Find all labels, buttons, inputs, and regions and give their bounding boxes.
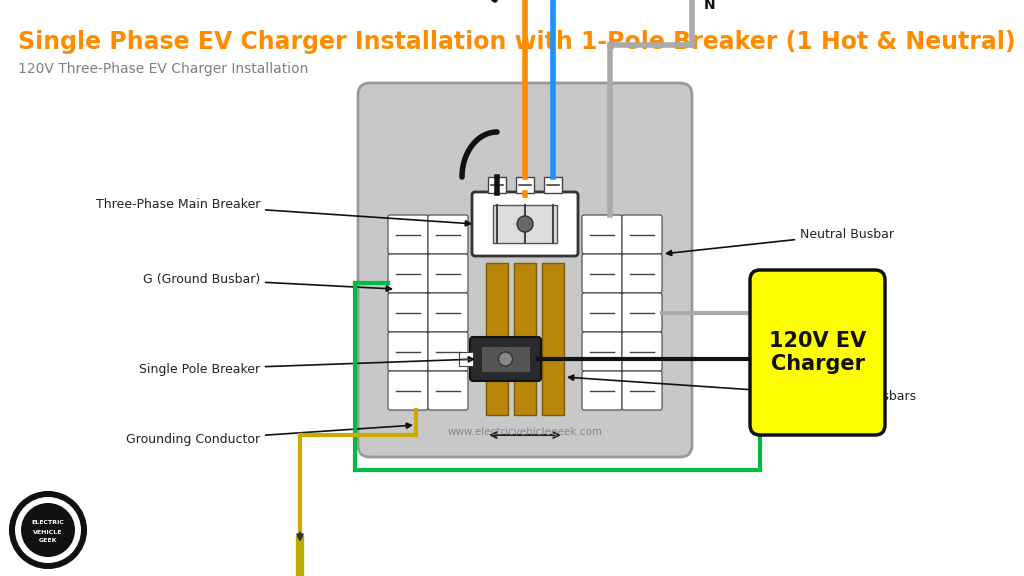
FancyBboxPatch shape [750, 270, 885, 435]
Circle shape [517, 216, 534, 232]
Text: Single Phase EV Charger Installation with 1-Pole Breaker (1 Hot & Neutral): Single Phase EV Charger Installation wit… [18, 30, 1016, 54]
Circle shape [10, 492, 86, 568]
FancyBboxPatch shape [388, 215, 428, 254]
FancyBboxPatch shape [582, 332, 622, 371]
Bar [516, 177, 534, 193]
FancyBboxPatch shape [358, 83, 692, 457]
Bar [481, 346, 530, 372]
FancyBboxPatch shape [582, 254, 622, 293]
Text: G (Ground Busbar): G (Ground Busbar) [142, 272, 391, 291]
Text: www.electricvehiclegeek.com: www.electricvehiclegeek.com [447, 427, 602, 437]
Text: N: N [705, 0, 716, 12]
Text: VEHICLE: VEHICLE [33, 529, 62, 535]
FancyBboxPatch shape [388, 332, 428, 371]
FancyBboxPatch shape [472, 192, 578, 256]
FancyBboxPatch shape [428, 215, 468, 254]
Bar [459, 352, 473, 366]
Text: 120V Three-Phase EV Charger Installation: 120V Three-Phase EV Charger Installation [18, 62, 308, 76]
FancyBboxPatch shape [428, 332, 468, 371]
FancyBboxPatch shape [622, 254, 662, 293]
Text: Three Hot Busbars: Three Hot Busbars [568, 375, 916, 404]
FancyBboxPatch shape [388, 371, 428, 410]
FancyBboxPatch shape [428, 371, 468, 410]
Circle shape [15, 497, 81, 563]
Text: Single Pole Breaker: Single Pole Breaker [139, 357, 473, 376]
Bar [493, 205, 557, 243]
Bar [514, 263, 536, 415]
Text: Grounding Conductor: Grounding Conductor [126, 423, 412, 446]
FancyBboxPatch shape [622, 215, 662, 254]
Text: GEEK: GEEK [39, 539, 57, 544]
Bar [544, 177, 562, 193]
Bar [486, 263, 508, 415]
FancyBboxPatch shape [428, 254, 468, 293]
FancyBboxPatch shape [622, 371, 662, 410]
FancyBboxPatch shape [470, 337, 541, 381]
FancyBboxPatch shape [582, 371, 622, 410]
FancyBboxPatch shape [582, 293, 622, 332]
Circle shape [22, 503, 75, 557]
Bar [488, 177, 506, 193]
FancyBboxPatch shape [622, 293, 662, 332]
Text: Three-Phase Main Breaker: Three-Phase Main Breaker [95, 198, 470, 226]
FancyBboxPatch shape [388, 254, 428, 293]
Circle shape [499, 352, 512, 366]
FancyBboxPatch shape [622, 332, 662, 371]
Text: 120V EV
Charger: 120V EV Charger [769, 331, 866, 374]
Text: ELECTRIC: ELECTRIC [32, 520, 65, 525]
FancyBboxPatch shape [582, 215, 622, 254]
FancyBboxPatch shape [388, 293, 428, 332]
Text: Neutral Busbar: Neutral Busbar [667, 228, 894, 255]
Bar [542, 263, 564, 415]
FancyBboxPatch shape [428, 293, 468, 332]
